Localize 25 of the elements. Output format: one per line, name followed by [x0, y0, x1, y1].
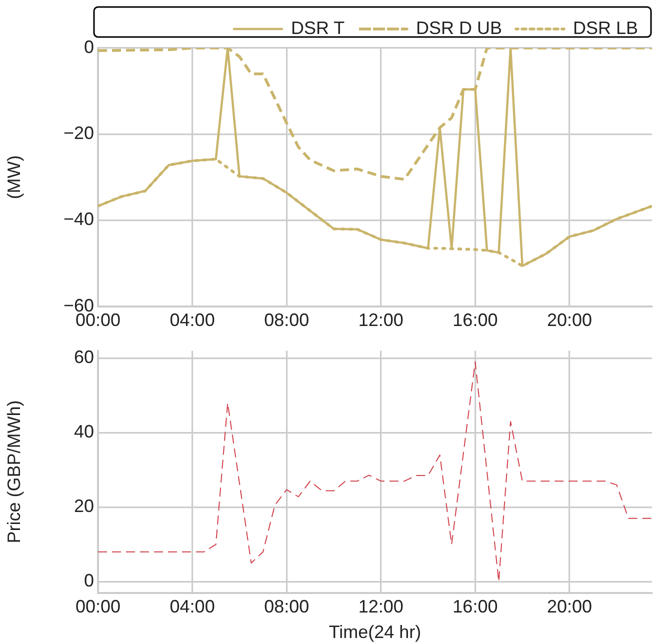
y-tick-label: 0: [84, 36, 94, 57]
y-axis-title: (MW): [4, 155, 24, 200]
y-tick-label: −20: [63, 123, 94, 144]
x-tick-label: 16:00: [452, 596, 498, 617]
y-tick-label: 20: [74, 496, 94, 516]
legend-label: DSR T: [290, 18, 345, 38]
line-series: [98, 361, 652, 582]
x-tick-label: 08:00: [264, 596, 310, 617]
x-axis-title: Time(24 hr): [328, 622, 422, 642]
x-tick-label: 04:00: [170, 310, 215, 330]
x-tick-label: 16:00: [452, 310, 498, 330]
y-axis-title: Price (GBP/MWh): [4, 400, 24, 544]
x-tick-label: 08:00: [264, 310, 310, 330]
legend-label: DSR LB: [572, 18, 638, 38]
x-tick-label: 20:00: [546, 310, 592, 330]
x-tick-label: 12:00: [358, 310, 404, 330]
y-tick-label: −40: [63, 209, 94, 230]
y-tick-label: 40: [74, 422, 94, 442]
y-tick-label: 0: [84, 570, 94, 591]
y-tick-label: 60: [74, 347, 94, 368]
legend-label: DSR D UB: [416, 18, 502, 38]
x-tick-label: 00:00: [75, 596, 121, 617]
x-tick-label: 04:00: [170, 596, 215, 617]
x-tick-label: 12:00: [358, 596, 404, 617]
x-tick-label: 20:00: [546, 596, 592, 617]
